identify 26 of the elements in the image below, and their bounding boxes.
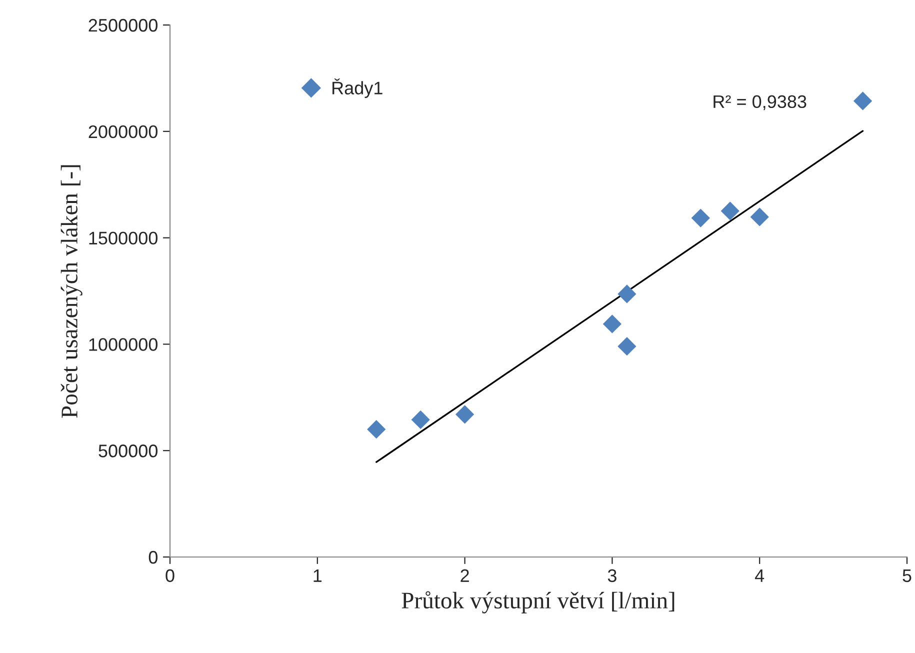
x-axis-title: Průtok výstupní větví [l/min]: [402, 591, 674, 614]
point: [411, 410, 430, 430]
y-tick-label: 2000000: [88, 125, 158, 138]
x-tick-label: 0: [166, 569, 174, 582]
y-tick-label: 1500000: [89, 232, 158, 245]
y-tick-label: 0: [148, 550, 158, 564]
point: [750, 208, 769, 226]
x-tick-label: 3: [608, 569, 616, 582]
point: [367, 420, 386, 439]
y-tick-label: 2500000: [88, 18, 158, 32]
point: [618, 284, 636, 304]
x-tick-label: 1: [314, 569, 322, 582]
y-tick-label: 500000: [98, 444, 158, 458]
point: [720, 202, 740, 220]
x-tick-label: 4: [754, 569, 764, 582]
point: [618, 337, 636, 356]
y-tick-label: 1000000: [89, 338, 158, 351]
y-axis-title: Počet usazených vláken [-]: [60, 165, 82, 418]
point: [691, 208, 710, 228]
annotation: R² = 0,9383: [714, 95, 806, 110]
point: [602, 314, 622, 334]
legend-label: Řady1: [332, 78, 382, 98]
x-tick-label: 5: [902, 569, 912, 582]
point: [455, 405, 474, 424]
x-tick-label: 2: [460, 569, 469, 582]
point: [853, 92, 872, 110]
